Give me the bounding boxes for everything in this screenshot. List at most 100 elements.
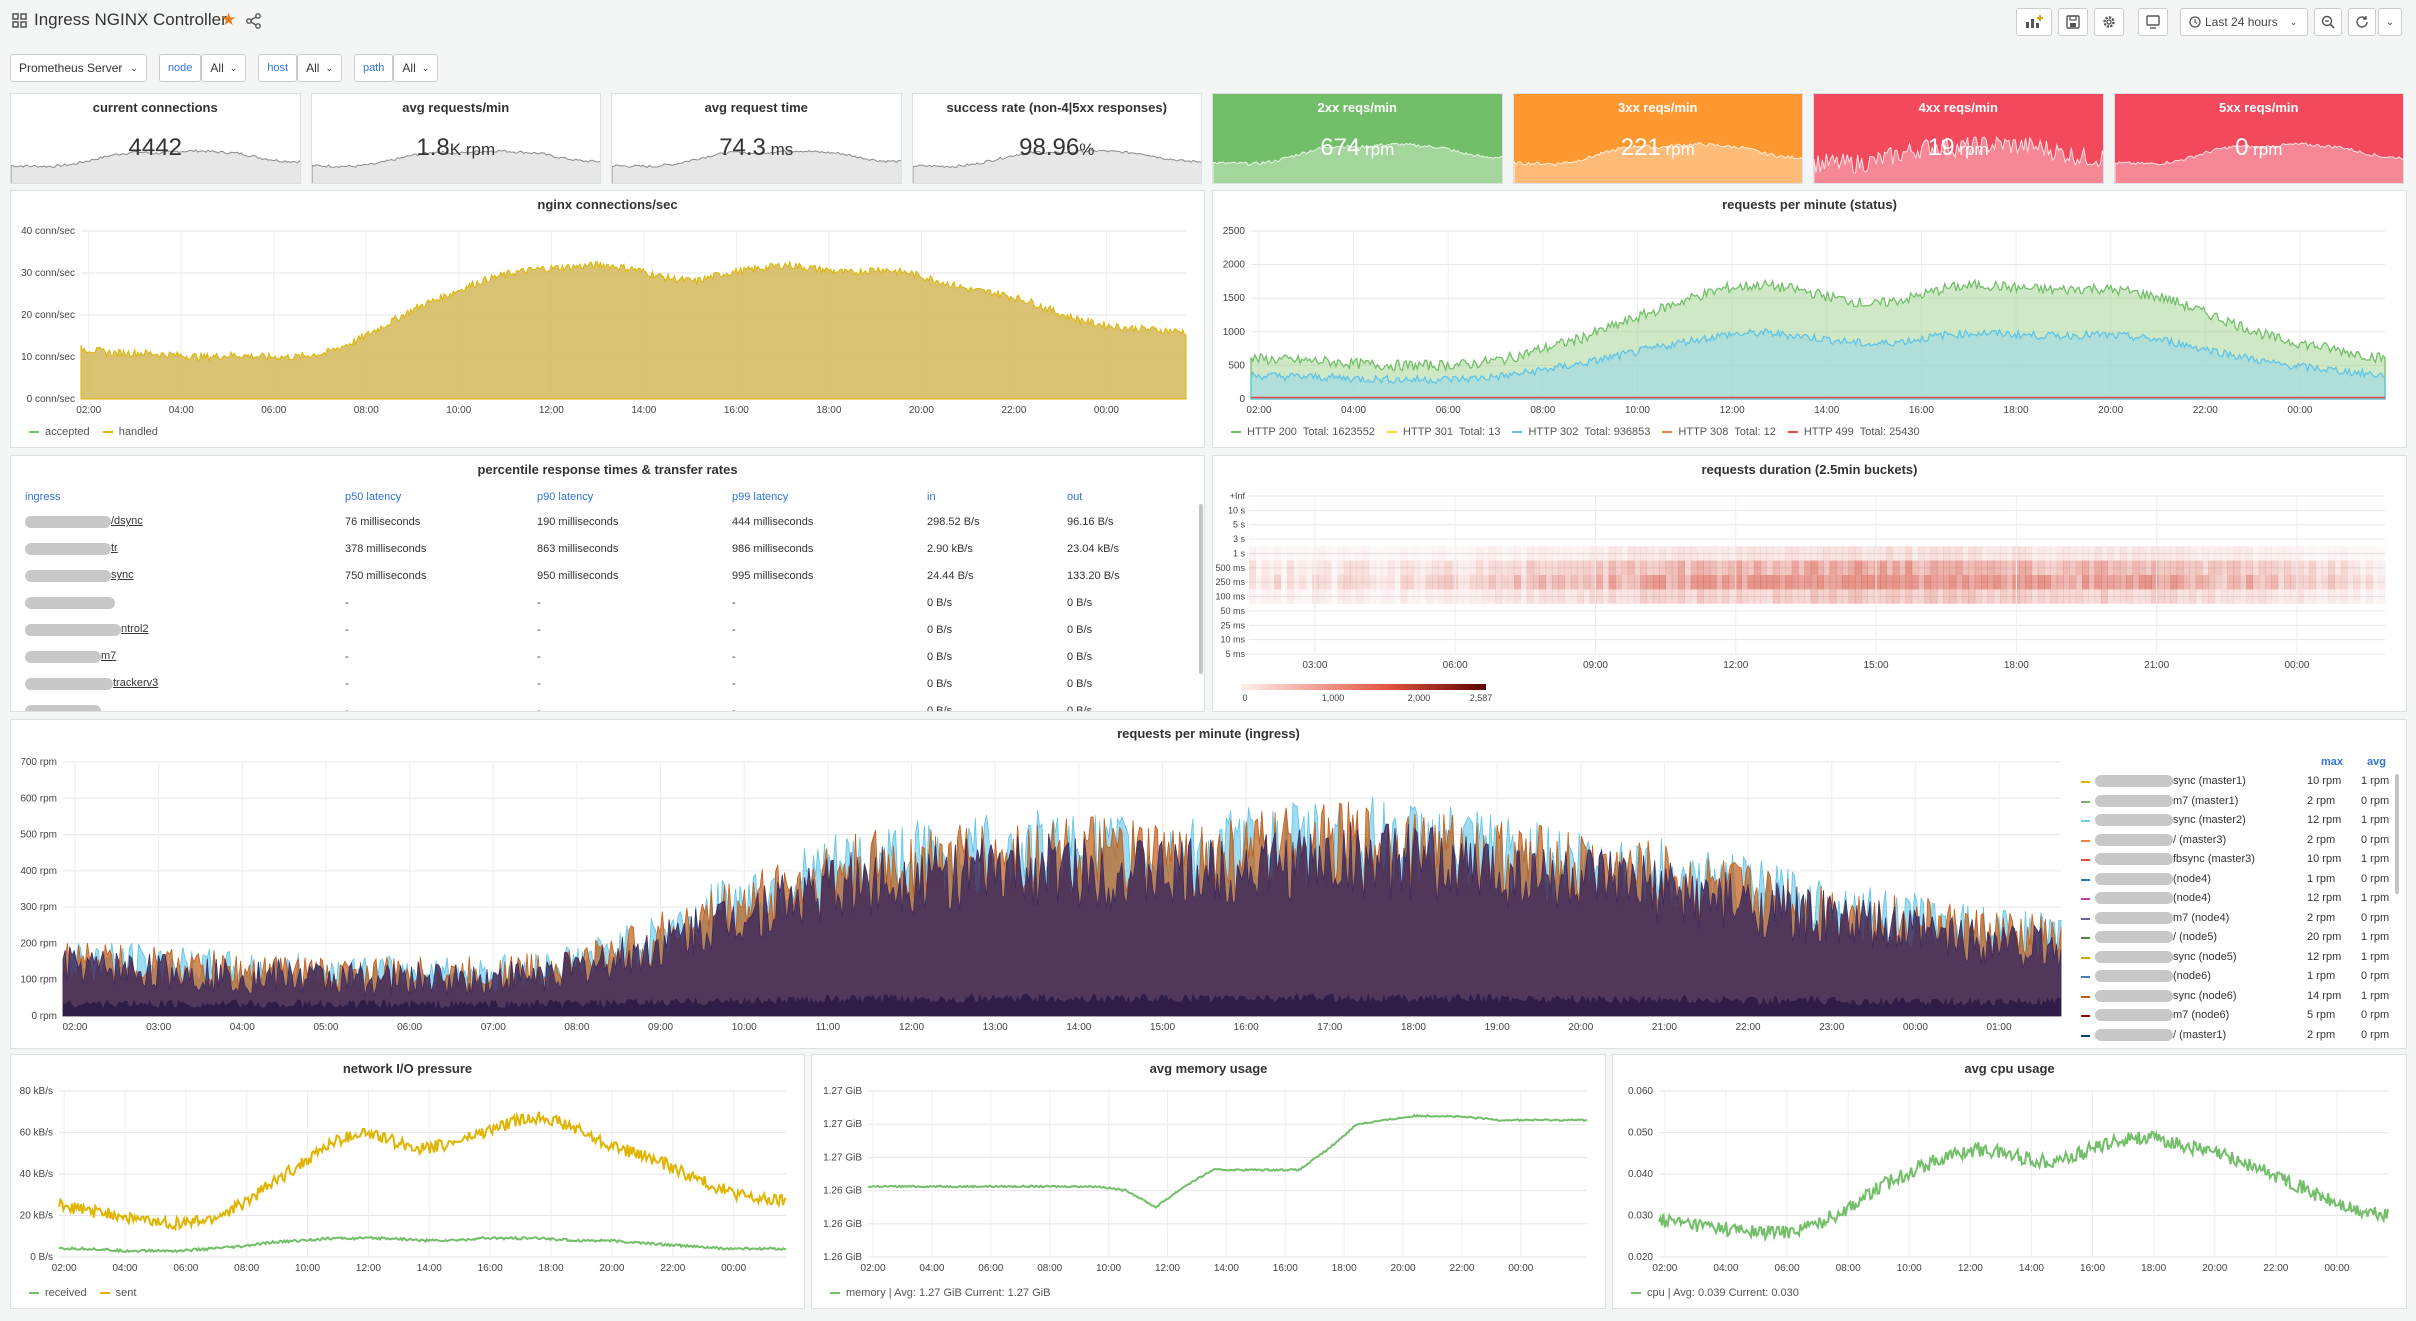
column-header[interactable]: out bbox=[1067, 491, 1083, 503]
legend-item[interactable]: memory | Avg: 1.27 GiB Current: 1.27 GiB bbox=[826, 1287, 1050, 1299]
legend-row[interactable]: m7 (node4) 2 rpm 0 rpm bbox=[2081, 911, 2399, 927]
table-row[interactable]: - - - 0 B/s 0 B/s bbox=[19, 589, 1204, 616]
time-picker-button[interactable]: Last 24 hours ⌄ bbox=[2180, 8, 2308, 36]
legend-item[interactable]: cpu | Avg: 0.039 Current: 0.030 bbox=[1627, 1287, 1799, 1299]
percentile-table-panel[interactable]: percentile response times & transfer rat… bbox=[10, 455, 1205, 712]
status-chart[interactable]: 0 500 1000 1500 2000 2500 02:00 04:00 06:00 08:00… bbox=[1213, 191, 2408, 449]
table-row[interactable]: sync 750 milliseconds 950 milliseconds 9… bbox=[19, 562, 1204, 589]
heatmap-cell bbox=[1936, 560, 1944, 575]
legend-row[interactable]: / (node5) 20 rpm 1 rpm bbox=[2081, 930, 2399, 946]
network-io-panel[interactable]: network I/O pressure 0 B/s 20 kB/s 40 kB/s… bbox=[10, 1054, 805, 1309]
legend-item[interactable]: HTTP 301 Total: 13 bbox=[1375, 426, 1500, 438]
cpu-usage-chart[interactable]: 0.020 0.030 0.040 0.050 0.060 02:00 04:00 06:00… bbox=[1613, 1055, 2408, 1310]
ingress-rpm-panel[interactable]: requests per minute (ingress) 0 rpm 100 r… bbox=[10, 719, 2407, 1049]
legend-row[interactable]: fbsync (master3) 10 rpm 1 rpm bbox=[2081, 852, 2399, 868]
table-row[interactable]: /dsync 76 milliseconds 190 milliseconds … bbox=[19, 508, 1204, 535]
legend-item[interactable]: HTTP 308 Total: 12 bbox=[1650, 426, 1776, 438]
heatmap-cell bbox=[1331, 575, 1338, 590]
table-row[interactable]: m7 - - - 0 B/s 0 B/s bbox=[19, 643, 1204, 670]
legend-row[interactable]: sync (node6) 14 rpm 1 rpm bbox=[2081, 989, 2399, 1005]
settings-button[interactable] bbox=[2094, 8, 2124, 36]
memory-usage-chart[interactable]: 1.26 GiB 1.26 GiB 1.26 GiB 1.27 GiB 1.27 GiB… bbox=[812, 1055, 1607, 1310]
cpu-usage-panel[interactable]: avg cpu usage 0.020 0.030 0.040 0.050 0.060 0… bbox=[1612, 1054, 2407, 1309]
legend-item[interactable]: handled bbox=[93, 426, 158, 438]
table-row[interactable]: trackerv3 - - - 0 B/s 0 B/s bbox=[19, 670, 1204, 697]
stat-panel-5[interactable]: 3xx reqs/min 221 rpm bbox=[1512, 93, 1803, 184]
ingress-name[interactable]: tr bbox=[111, 542, 118, 555]
stat-panel-4[interactable]: 2xx reqs/min 674 rpm bbox=[1212, 93, 1503, 184]
column-header[interactable]: ingress bbox=[25, 491, 61, 503]
status-panel[interactable]: requests per minute (status) 0 500 1000 150… bbox=[1212, 190, 2407, 448]
host-variable-select[interactable]: All ⌄ bbox=[297, 54, 342, 82]
duration-heatmap[interactable]: 5 ms 10 ms 25 ms 50 ms 100 ms 250 ms 500 ms 1 s… bbox=[1213, 456, 2408, 713]
ingress-name[interactable]: m7 bbox=[101, 650, 117, 663]
datasource-select[interactable]: Prometheus Server ⌄ bbox=[10, 54, 147, 82]
save-dashboard-button[interactable] bbox=[2058, 8, 2088, 36]
ingress-cell[interactable] bbox=[19, 589, 339, 616]
legend-row[interactable]: m7 (node6) 5 rpm 0 rpm bbox=[2081, 1008, 2399, 1024]
ingress-cell[interactable]: tr bbox=[19, 535, 339, 562]
legend-row[interactable]: (node6) 1 rpm 0 rpm bbox=[2081, 969, 2399, 985]
table-row[interactable]: tr 378 milliseconds 863 milliseconds 986… bbox=[19, 535, 1204, 562]
legend-item[interactable]: HTTP 499 Total: 25430 bbox=[1776, 426, 1920, 438]
ingress-cell[interactable]: sync bbox=[19, 562, 339, 589]
node-variable-select[interactable]: All ⌄ bbox=[201, 54, 247, 82]
ingress-name[interactable]: trackerv3 bbox=[113, 677, 159, 690]
legend-row[interactable]: sync (master2) 12 rpm 1 rpm bbox=[2081, 813, 2399, 829]
request-duration-heatmap-panel[interactable]: requests duration (2.5min buckets) 5 ms 1… bbox=[1212, 455, 2407, 712]
ingress-name[interactable]: /dsync bbox=[111, 515, 143, 528]
table-row[interactable]: ntrol2 - - - 0 B/s 0 B/s bbox=[19, 616, 1204, 643]
stat-panel-2[interactable]: avg request time 74.3 ms bbox=[611, 93, 902, 184]
stat-panel-6[interactable]: 4xx reqs/min 19 rpm bbox=[1813, 93, 2104, 184]
legend-row[interactable]: (node4) 1 rpm 0 rpm bbox=[2081, 872, 2399, 888]
legend-row[interactable]: sync (node5) 12 rpm 1 rpm bbox=[2081, 950, 2399, 966]
table-scrollbar[interactable] bbox=[1199, 504, 1203, 674]
ingress-cell[interactable]: ntrol2 bbox=[19, 616, 339, 643]
ingress-cell[interactable]: m7 bbox=[19, 643, 339, 670]
heatmap-cell bbox=[1621, 546, 1629, 561]
legend-max-header[interactable]: max bbox=[2321, 756, 2344, 768]
ingress-name[interactable]: ntrol2 bbox=[121, 623, 149, 636]
ingress-cell[interactable]: trackerv3 bbox=[19, 670, 339, 697]
legend-scrollbar[interactable] bbox=[2395, 774, 2399, 894]
add-panel-button[interactable] bbox=[2016, 8, 2052, 36]
refresh-interval-dropdown[interactable]: ⌄ bbox=[2378, 8, 2402, 36]
legend-row[interactable]: (node4) 12 rpm 1 rpm bbox=[2081, 891, 2399, 907]
stat-panel-1[interactable]: avg requests/min 1.8K rpm bbox=[310, 93, 601, 184]
tv-mode-button[interactable] bbox=[2138, 8, 2168, 36]
share-icon[interactable] bbox=[246, 13, 262, 29]
table-row[interactable]: - - - 0 B/s 0 B/s bbox=[19, 697, 1204, 711]
stat-panel-0[interactable]: current connections 4442 bbox=[10, 93, 301, 184]
legend-item[interactable]: HTTP 302 Total: 936853 bbox=[1500, 426, 1650, 438]
column-header[interactable]: p90 latency bbox=[537, 491, 594, 503]
refresh-button[interactable] bbox=[2348, 8, 2376, 36]
legend-row[interactable]: / (master1) 2 rpm 0 rpm bbox=[2081, 1028, 2399, 1044]
memory-usage-panel[interactable]: avg memory usage 1.26 GiB 1.26 GiB 1.26 Gi… bbox=[811, 1054, 1606, 1309]
column-header[interactable]: p50 latency bbox=[345, 491, 402, 503]
dashboard-title[interactable]: Ingress NGINX Controller bbox=[34, 10, 227, 29]
star-icon[interactable]: ★ bbox=[221, 10, 237, 29]
path-variable-select[interactable]: All ⌄ bbox=[393, 54, 439, 82]
ingress-cell[interactable]: /dsync bbox=[19, 508, 339, 535]
legend-row[interactable]: m7 (master1) 2 rpm 0 rpm bbox=[2081, 794, 2399, 810]
legend-row[interactable]: / (master3) 2 rpm 0 rpm bbox=[2081, 833, 2399, 849]
heatmap-cell bbox=[1425, 546, 1433, 561]
zoom-out-button[interactable] bbox=[2314, 8, 2342, 36]
connections-panel[interactable]: nginx connections/sec 0 conn/sec 10 conn/… bbox=[10, 190, 1205, 448]
stat-panel-3[interactable]: success rate (non-4|5xx responses) 98.96% bbox=[911, 93, 1202, 184]
legend-avg-header[interactable]: avg bbox=[2367, 756, 2386, 768]
legend-item[interactable]: HTTP 200 Total: 1623552 bbox=[1227, 426, 1375, 438]
connections-chart[interactable]: 0 conn/sec 10 conn/sec 20 conn/sec 30 conn/… bbox=[11, 191, 1206, 449]
legend-item[interactable]: received bbox=[25, 1287, 87, 1299]
legend-item[interactable]: sent bbox=[90, 1287, 136, 1299]
network-io-chart[interactable]: 0 B/s 20 kB/s 40 kB/s 60 kB/s 80 kB/s 02:00 04… bbox=[11, 1055, 806, 1310]
ingress-cell[interactable] bbox=[19, 697, 339, 711]
stat-panel-7[interactable]: 5xx reqs/min 0 rpm bbox=[2113, 93, 2404, 184]
ingress-rpm-chart[interactable]: 0 rpm 100 rpm 200 rpm 300 rpm 400 rpm 500 rpm… bbox=[11, 720, 2408, 1050]
grid-icon[interactable] bbox=[12, 13, 28, 29]
column-header[interactable]: p99 latency bbox=[732, 491, 789, 503]
legend-row[interactable]: sync (master1) 10 rpm 1 rpm bbox=[2081, 774, 2399, 790]
legend-item[interactable]: accepted bbox=[25, 426, 90, 438]
column-header[interactable]: in bbox=[927, 491, 936, 503]
ingress-name[interactable]: sync bbox=[111, 569, 134, 582]
